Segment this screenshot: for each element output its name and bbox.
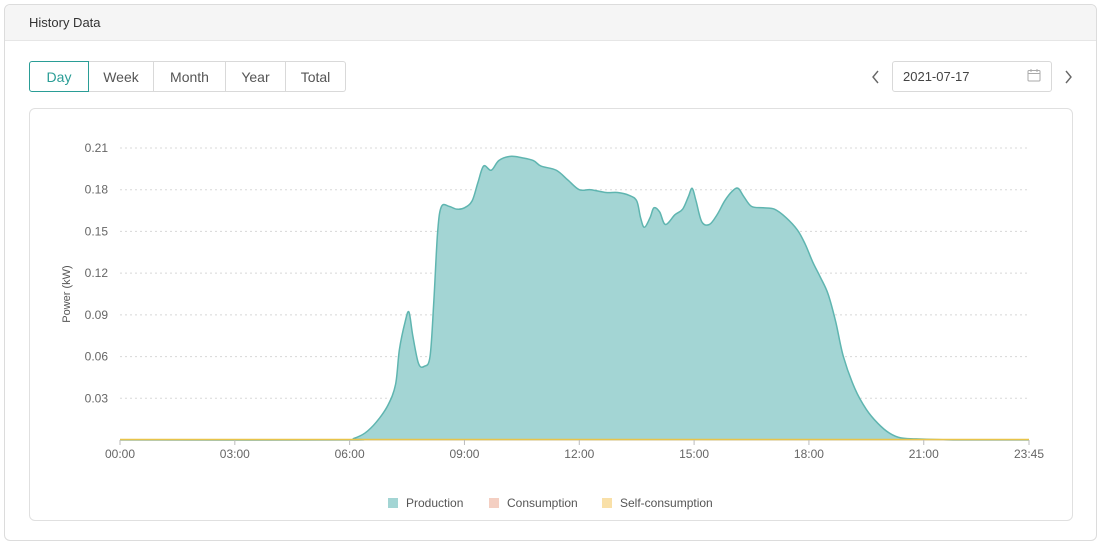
y-tick-label: 0.21 xyxy=(85,141,109,155)
x-tick-label: 06:00 xyxy=(335,447,365,461)
power-chart: 0.03 0.06 0.09 0.12 0.15 0.18 0.21 Power (kW) 00… xyxy=(61,141,1044,510)
legend-label-self-consumption: Self-consumption xyxy=(620,496,713,510)
production-line xyxy=(119,155,1030,441)
legend-swatch-self-consumption xyxy=(602,498,612,508)
y-tick-label: 0.12 xyxy=(85,266,109,280)
chevron-right-icon[interactable] xyxy=(1057,61,1079,92)
x-tick-label: 18:00 xyxy=(794,447,824,461)
y-axis-label: Power (kW) xyxy=(61,265,73,322)
date-value: 2021-07-17 xyxy=(903,69,970,84)
chart-panel: 0.03 0.06 0.09 0.12 0.15 0.18 0.21 Power (kW) 00… xyxy=(29,108,1073,521)
x-tick-label: 09:00 xyxy=(449,447,479,461)
tab-total[interactable]: Total xyxy=(286,61,346,92)
x-tick-label: 00:00 xyxy=(105,447,135,461)
x-tick-label: 23:45 xyxy=(1014,447,1044,461)
x-tick-label: 12:00 xyxy=(564,447,594,461)
legend-label-production: Production xyxy=(406,496,463,510)
chevron-left-icon[interactable] xyxy=(865,61,887,92)
x-tick-label: 03:00 xyxy=(220,447,250,461)
period-tabs: Day Week Month Year Total xyxy=(29,61,346,92)
x-tick-label: 15:00 xyxy=(679,447,709,461)
tab-week[interactable]: Week xyxy=(89,61,154,92)
y-tick-label: 0.15 xyxy=(85,224,109,238)
calendar-icon xyxy=(1027,68,1041,85)
y-tick-label: 0.09 xyxy=(85,308,109,322)
tab-day[interactable]: Day xyxy=(29,61,89,92)
tab-year[interactable]: Year xyxy=(226,61,286,92)
history-data-card: History Data Day Week Month Year Total 2… xyxy=(4,4,1097,541)
production-area xyxy=(120,156,1029,441)
legend-label-consumption: Consumption xyxy=(507,496,578,510)
date-picker-input[interactable]: 2021-07-17 xyxy=(892,61,1052,92)
legend-swatch-production xyxy=(388,498,398,508)
card-header: History Data xyxy=(5,5,1096,41)
legend-swatch-consumption xyxy=(489,498,499,508)
tab-month[interactable]: Month xyxy=(154,61,226,92)
y-tick-label: 0.03 xyxy=(85,391,109,405)
y-tick-label: 0.06 xyxy=(85,350,109,364)
x-tick-label: 21:00 xyxy=(909,447,939,461)
y-tick-label: 0.18 xyxy=(85,183,109,197)
date-navigation: 2021-07-17 xyxy=(865,61,1079,92)
card-title: History Data xyxy=(29,15,101,30)
